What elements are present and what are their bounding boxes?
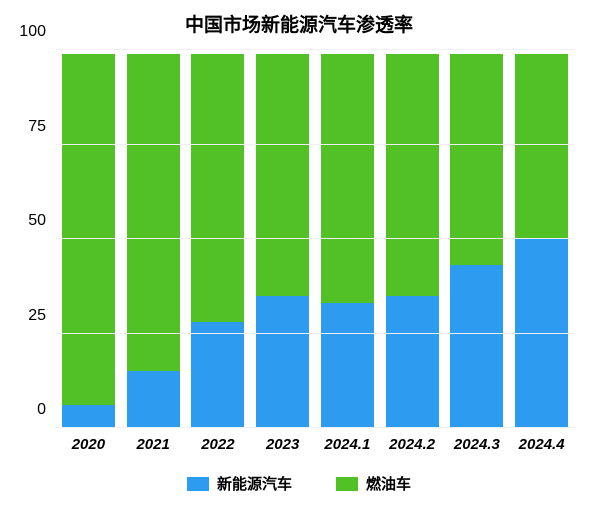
- legend-label: 新能源汽车: [217, 473, 292, 494]
- grid-line: [56, 238, 574, 239]
- bar-segment: [191, 322, 244, 428]
- bar: [256, 50, 309, 428]
- chart-title: 中国市场新能源汽车渗透率: [0, 10, 598, 37]
- bar-segment: [321, 303, 374, 428]
- ytick-label: 50: [28, 212, 56, 230]
- bar: [321, 50, 374, 428]
- legend-item: 新能源汽车: [187, 473, 292, 494]
- bar-segment: [191, 54, 244, 322]
- xtick-label: 2020: [72, 428, 105, 453]
- bar-segment: [62, 54, 115, 406]
- bar-segment: [62, 405, 115, 428]
- legend-label: 燃油车: [366, 473, 411, 494]
- bar: [191, 50, 244, 428]
- bar-segment: [256, 296, 309, 428]
- legend: 新能源汽车 燃油车: [0, 473, 598, 494]
- bar-segment: [450, 54, 503, 266]
- ytick-label: 25: [28, 307, 56, 325]
- bar-segment: [127, 371, 180, 428]
- bars-layer: 20202021202220232024.12024.22024.32024.4: [56, 50, 574, 428]
- bar: [450, 50, 503, 428]
- legend-item: 燃油车: [336, 473, 411, 494]
- bar-segment: [386, 296, 439, 428]
- bar: [127, 50, 180, 428]
- bar-segment: [515, 239, 568, 428]
- ytick-label: 75: [28, 118, 56, 136]
- grid-line: [56, 333, 574, 334]
- bar-segment: [386, 54, 439, 296]
- xtick-label: 2024.1: [324, 428, 370, 453]
- bar: [386, 50, 439, 428]
- ytick-label: 0: [37, 401, 56, 419]
- bar-segment: [515, 54, 568, 239]
- bar: [515, 50, 568, 428]
- legend-swatch: [187, 477, 209, 491]
- bar-segment: [321, 54, 374, 303]
- xtick-label: 2023: [266, 428, 299, 453]
- xtick-label: 2024.3: [454, 428, 500, 453]
- grid-line: [56, 49, 574, 50]
- ytick-label: 100: [19, 23, 56, 41]
- legend-swatch: [336, 477, 358, 491]
- bar-segment: [127, 54, 180, 372]
- chart-container: 中国市场新能源汽车渗透率 20202021202220232024.12024.…: [0, 0, 598, 506]
- xtick-label: 2024.2: [389, 428, 435, 453]
- bar-segment: [256, 54, 309, 296]
- grid-line: [56, 427, 574, 428]
- plot-area: 20202021202220232024.12024.22024.32024.4…: [56, 50, 574, 428]
- xtick-label: 2021: [136, 428, 169, 453]
- bar: [62, 50, 115, 428]
- xtick-label: 2022: [201, 428, 234, 453]
- bar-segment: [450, 265, 503, 428]
- grid-line: [56, 144, 574, 145]
- xtick-label: 2024.4: [519, 428, 565, 453]
